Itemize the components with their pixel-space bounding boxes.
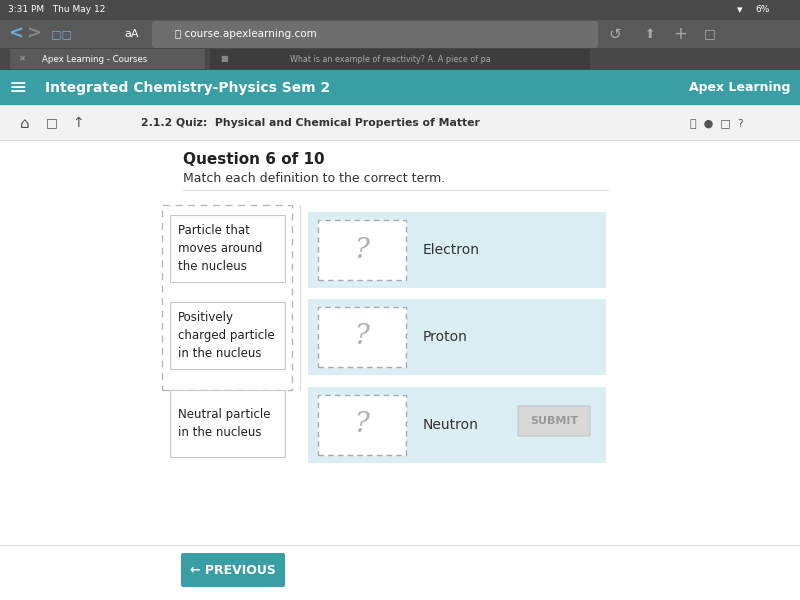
Text: Question 6 of 10: Question 6 of 10 bbox=[183, 152, 325, 167]
FancyBboxPatch shape bbox=[152, 21, 598, 48]
Bar bbox=[0, 140, 800, 545]
Bar bbox=[162, 205, 292, 390]
Text: 2.1.2 Quiz:  Physical and Chemical Properties of Matter: 2.1.2 Quiz: Physical and Chemical Proper… bbox=[141, 118, 479, 128]
Bar bbox=[0, 545, 800, 600]
Text: <: < bbox=[9, 25, 23, 43]
FancyBboxPatch shape bbox=[318, 220, 406, 280]
Text: □: □ bbox=[46, 116, 58, 130]
FancyBboxPatch shape bbox=[170, 390, 285, 457]
Bar bbox=[308, 212, 606, 288]
Text: ⬆: ⬆ bbox=[645, 28, 655, 40]
Bar bbox=[0, 105, 800, 140]
Text: Match each definition to the correct term.: Match each definition to the correct ter… bbox=[183, 172, 446, 185]
Text: 訳  ●  □  ?: 訳 ● □ ? bbox=[690, 118, 744, 128]
Text: >: > bbox=[26, 25, 42, 43]
Text: Neutral particle
in the nucleus: Neutral particle in the nucleus bbox=[178, 408, 270, 439]
Text: ⌂: ⌂ bbox=[20, 115, 30, 130]
Text: Positively
charged particle
in the nucleus: Positively charged particle in the nucle… bbox=[178, 311, 274, 360]
Text: ← PREVIOUS: ← PREVIOUS bbox=[190, 563, 276, 577]
Text: Neutron: Neutron bbox=[423, 418, 479, 432]
Text: □□: □□ bbox=[51, 29, 73, 39]
Text: ?: ? bbox=[354, 323, 370, 350]
Text: Particle that
moves around
the nucleus: Particle that moves around the nucleus bbox=[178, 224, 262, 273]
FancyBboxPatch shape bbox=[181, 553, 285, 587]
Text: □: □ bbox=[704, 28, 716, 40]
Bar bbox=[10, 49, 205, 69]
Bar bbox=[308, 387, 606, 463]
FancyBboxPatch shape bbox=[318, 307, 406, 367]
Text: ?: ? bbox=[354, 412, 370, 439]
Text: 🔒 course.apexlearning.com: 🔒 course.apexlearning.com bbox=[175, 29, 317, 39]
Text: +: + bbox=[673, 25, 687, 43]
Text: Apex Learning: Apex Learning bbox=[689, 82, 790, 94]
Text: ?: ? bbox=[354, 236, 370, 263]
Text: ■: ■ bbox=[220, 55, 228, 64]
Text: Apex Learning - Courses: Apex Learning - Courses bbox=[42, 55, 148, 64]
Text: SUBMIT: SUBMIT bbox=[530, 416, 578, 426]
FancyBboxPatch shape bbox=[170, 215, 285, 282]
Bar bbox=[0, 70, 800, 105]
Bar bbox=[0, 48, 800, 70]
Bar bbox=[0, 20, 800, 48]
Text: ≡: ≡ bbox=[9, 78, 27, 98]
Bar bbox=[0, 0, 800, 20]
FancyBboxPatch shape bbox=[170, 302, 285, 369]
Text: 3:31 PM   Thu May 12: 3:31 PM Thu May 12 bbox=[8, 5, 106, 14]
Text: Electron: Electron bbox=[423, 243, 480, 257]
Text: Integrated Chemistry-Physics Sem 2: Integrated Chemistry-Physics Sem 2 bbox=[45, 81, 330, 95]
Text: 6%: 6% bbox=[756, 5, 770, 14]
FancyBboxPatch shape bbox=[518, 406, 590, 436]
Text: ▾: ▾ bbox=[737, 5, 743, 15]
Text: Proton: Proton bbox=[423, 330, 468, 344]
Text: ↑: ↑ bbox=[72, 116, 84, 130]
Text: What is an example of reactivity? A. A piece of pa: What is an example of reactivity? A. A p… bbox=[290, 55, 490, 64]
Bar bbox=[308, 299, 606, 375]
Text: ✖: ✖ bbox=[18, 55, 25, 64]
FancyBboxPatch shape bbox=[318, 395, 406, 455]
Text: ↺: ↺ bbox=[609, 26, 622, 41]
Text: aA: aA bbox=[125, 29, 139, 39]
Bar bbox=[210, 49, 590, 69]
